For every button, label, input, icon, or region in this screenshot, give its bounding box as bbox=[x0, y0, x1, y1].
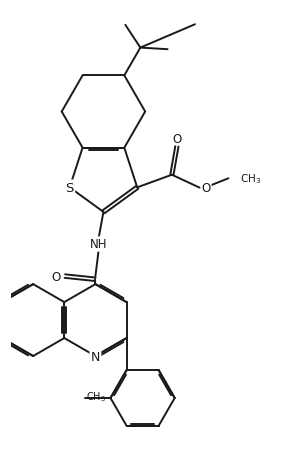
Text: NH: NH bbox=[90, 238, 107, 251]
Text: O: O bbox=[172, 133, 181, 145]
Text: O: O bbox=[202, 182, 211, 195]
Text: CH$_3$: CH$_3$ bbox=[240, 171, 261, 185]
Text: CH$_3$: CH$_3$ bbox=[86, 390, 106, 403]
Text: N: N bbox=[91, 350, 100, 363]
Text: S: S bbox=[66, 181, 74, 194]
Text: O: O bbox=[52, 270, 61, 283]
